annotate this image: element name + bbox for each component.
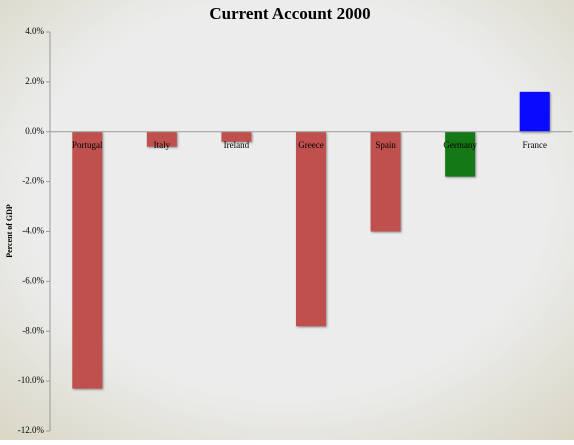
- chart-title: Current Account 2000: [209, 4, 370, 23]
- x-tick-label: Greece: [298, 140, 323, 150]
- x-tick-label: Spain: [375, 140, 396, 150]
- bar: [445, 131, 476, 177]
- x-tick-label: Portugal: [72, 140, 103, 150]
- y-tick-label: -2.0%: [22, 176, 44, 186]
- y-tick-label: -8.0%: [22, 325, 44, 335]
- y-tick-label: -12.0%: [18, 425, 45, 435]
- bar: [72, 131, 103, 389]
- y-axis-label: Percent of GDP: [5, 204, 14, 258]
- y-tick-label: 2.0%: [25, 76, 44, 86]
- y-tick-label: -10.0%: [18, 375, 45, 385]
- y-tick-label: 0.0%: [25, 126, 44, 136]
- bar: [146, 131, 177, 147]
- bar: [221, 131, 252, 142]
- x-tick-label: Ireland: [224, 140, 250, 150]
- y-tick-label: 4.0%: [25, 26, 44, 36]
- x-tick-label: Germany: [443, 140, 477, 150]
- x-tick-label: France: [522, 140, 547, 150]
- y-tick-label: -4.0%: [22, 226, 44, 236]
- bar: [370, 131, 401, 232]
- bar: [296, 131, 326, 327]
- y-tick-label: -6.0%: [22, 275, 44, 285]
- bar: [519, 91, 550, 132]
- x-tick-label: Italy: [154, 140, 171, 150]
